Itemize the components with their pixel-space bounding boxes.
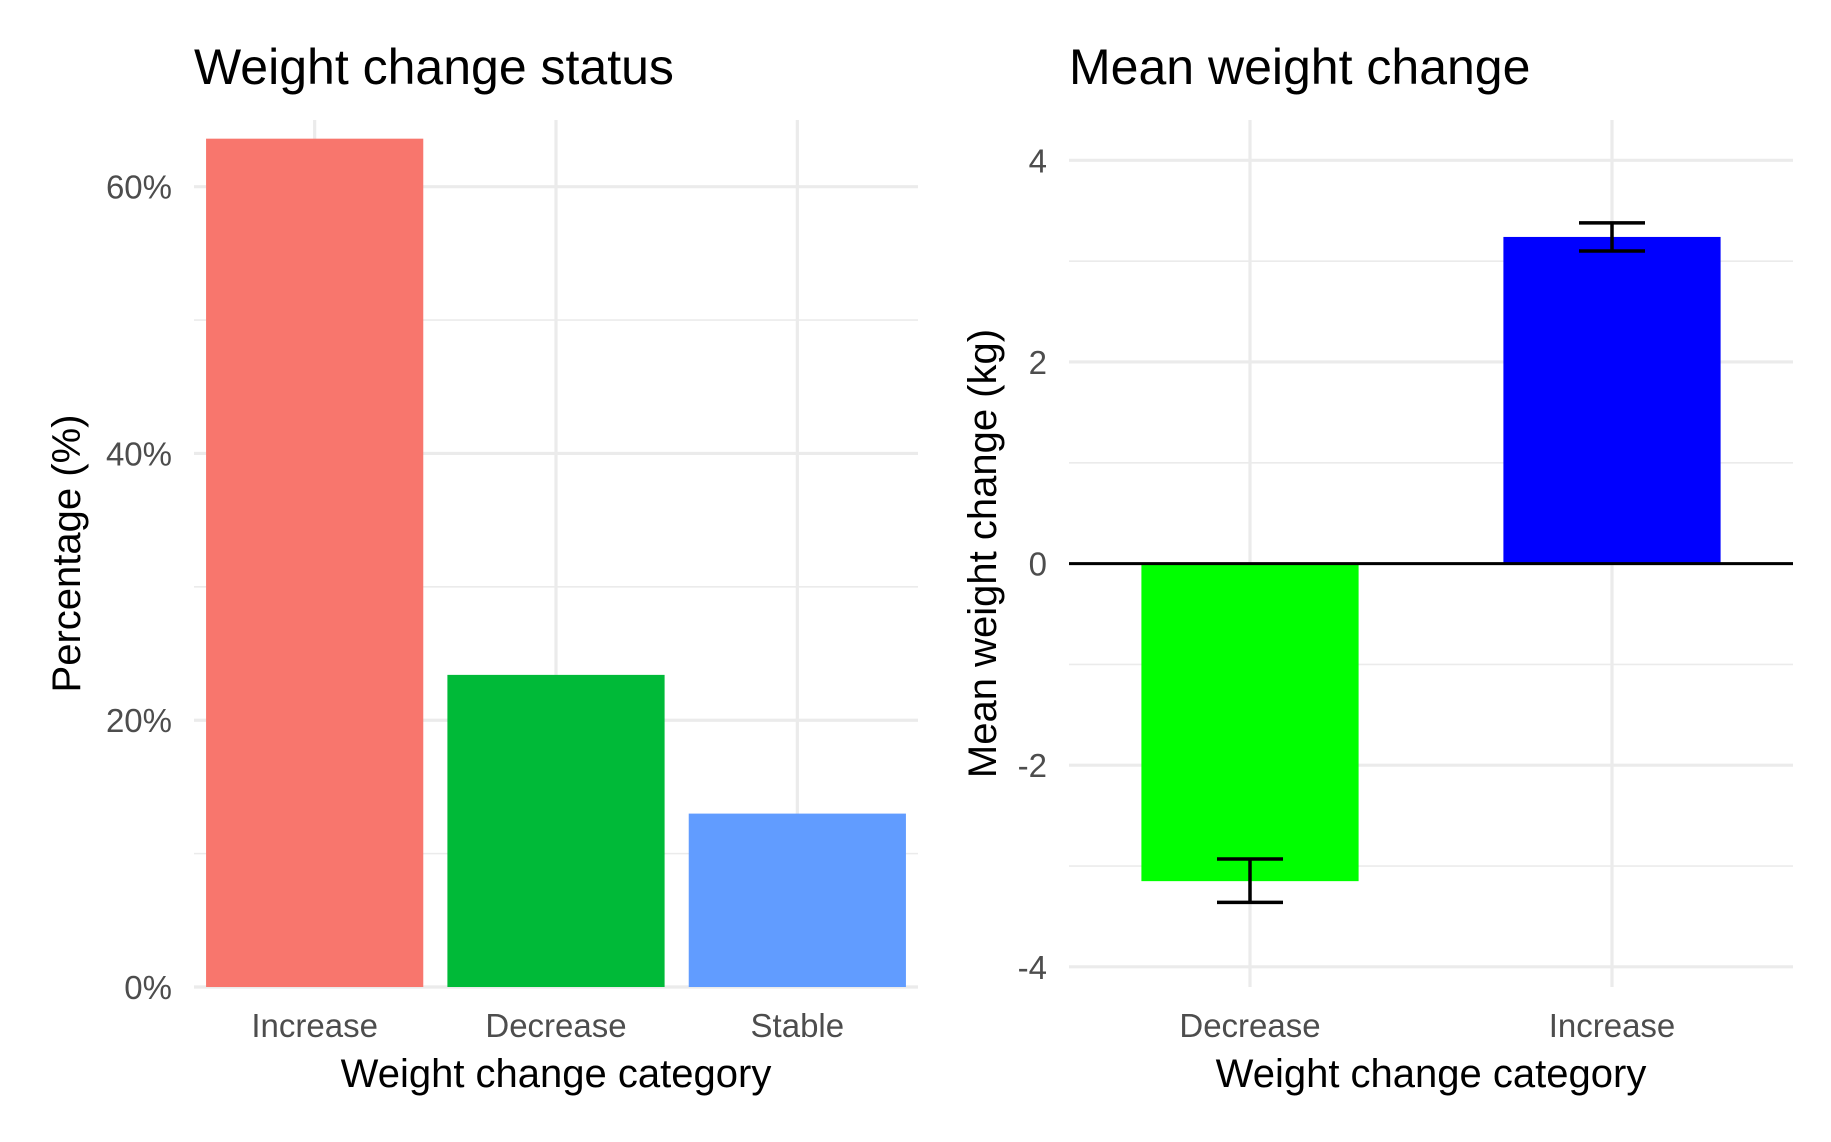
y-tick-label: 0 <box>1029 546 1047 583</box>
bar-decrease <box>1141 563 1359 882</box>
x-axis-title: Weight change category <box>1216 1052 1647 1096</box>
x-tick-label: Stable <box>751 1007 845 1044</box>
y-tick-label: 4 <box>1029 142 1047 179</box>
y-axis-title: Percentage (%) <box>45 415 89 693</box>
y-tick-label: -2 <box>1018 747 1047 784</box>
y-tick-label: -4 <box>1018 949 1047 986</box>
y-tick-label: 20% <box>106 702 172 739</box>
x-tick-label: Decrease <box>1179 1007 1320 1044</box>
bar-stable <box>688 813 906 987</box>
bar-decrease <box>447 674 665 987</box>
y-tick-label: 60% <box>106 169 172 206</box>
y-tick-label: 2 <box>1029 344 1047 381</box>
x-tick-label: Decrease <box>485 1007 626 1044</box>
bar-increase <box>206 138 424 988</box>
x-tick-label: Increase <box>1549 1007 1676 1044</box>
x-tick-label: Increase <box>251 1007 378 1044</box>
chart-title: Mean weight change <box>1069 39 1530 95</box>
chart-title: Weight change status <box>194 39 674 95</box>
y-axis-title: Mean weight change (kg) <box>961 329 1005 778</box>
y-tick-label: 40% <box>106 435 172 472</box>
x-axis-title: Weight change category <box>341 1052 772 1096</box>
panel-1 <box>194 120 918 989</box>
panel-2 <box>1069 120 1793 987</box>
y-tick-label: 0% <box>124 969 172 1006</box>
bar-increase <box>1503 236 1721 564</box>
